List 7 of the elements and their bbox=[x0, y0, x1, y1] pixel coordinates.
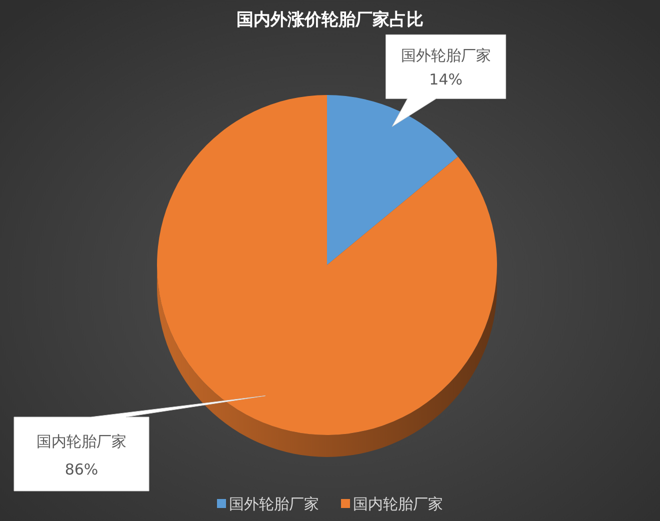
data-label: 86% bbox=[64, 460, 98, 479]
legend-label: 国外轮胎厂家 bbox=[229, 495, 319, 513]
chart-title: 国内外涨价轮胎厂家占比 bbox=[236, 10, 424, 30]
slice-label: 国内轮胎厂家 bbox=[36, 432, 126, 451]
data-label: 14% bbox=[429, 70, 463, 89]
legend-label: 国内轮胎厂家 bbox=[353, 495, 443, 513]
slice-label: 国外轮胎厂家 bbox=[400, 46, 491, 64]
